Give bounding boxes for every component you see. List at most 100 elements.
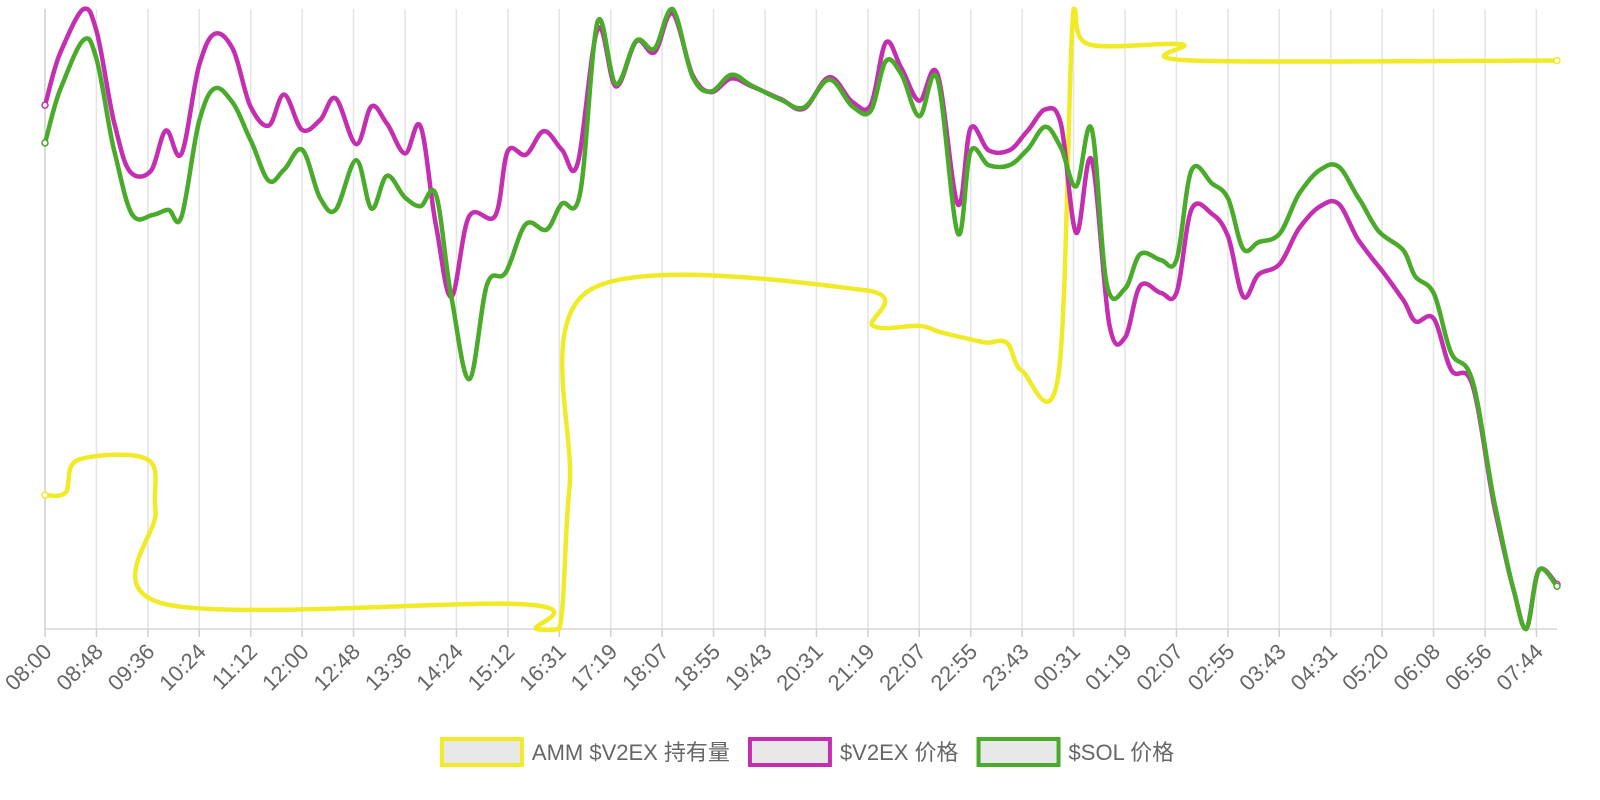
data-point (1058, 121, 1063, 126)
data-point (1210, 181, 1215, 186)
data-point (1431, 316, 1436, 321)
data-point (1537, 568, 1541, 573)
data-point (81, 38, 86, 42)
data-point (58, 86, 63, 91)
series-3 (41, 6, 1561, 632)
series-2 (41, 6, 1561, 632)
legend-label: $V2EX 价格 (840, 740, 959, 765)
data-point (385, 173, 389, 178)
data-point (937, 330, 942, 335)
data-point (691, 75, 695, 80)
data-point (1025, 129, 1030, 134)
data-point (369, 206, 374, 211)
data-point (163, 128, 168, 133)
data-point (1241, 246, 1246, 251)
data-point (354, 142, 359, 147)
data-point (801, 105, 806, 110)
data-point (433, 222, 438, 227)
legend-label: AMM $V2EX 持有量 (532, 740, 730, 765)
data-point (1400, 297, 1405, 302)
data-point (1025, 147, 1030, 152)
data-point (670, 7, 675, 11)
data-point (1297, 225, 1302, 230)
data-point (418, 204, 423, 209)
data-point (1493, 504, 1498, 509)
legend-item[interactable]: $SOL 价格 (976, 737, 1175, 767)
grid (44, 9, 1538, 629)
data-point (1123, 286, 1127, 291)
data-point (41, 139, 49, 147)
data-point (634, 38, 639, 43)
data-point (63, 490, 68, 495)
data-point (652, 46, 657, 51)
x-tick-label: 15:12 (463, 639, 520, 696)
data-point (595, 18, 600, 23)
data-point (333, 96, 338, 101)
data-point (166, 207, 171, 212)
data-point (883, 40, 888, 45)
x-tick-label: 00:31 (1028, 639, 1085, 696)
data-point (1020, 369, 1025, 374)
data-point (266, 178, 271, 183)
data-point (266, 123, 271, 128)
data-point (282, 167, 287, 172)
data-point (333, 207, 338, 212)
data-point (403, 151, 407, 156)
data-point (418, 124, 423, 129)
legend-item[interactable]: $V2EX 价格 (747, 737, 959, 767)
series-1 (41, 6, 1561, 632)
data-point (1524, 627, 1529, 631)
data-point (248, 104, 253, 109)
data-point (523, 222, 528, 227)
data-point (1043, 124, 1048, 129)
data-point (523, 152, 528, 157)
data-point (1553, 582, 1561, 590)
data-point (145, 457, 150, 462)
data-point (1179, 42, 1184, 47)
data-point (41, 101, 49, 109)
data-point (433, 192, 438, 197)
data-point (1189, 58, 1194, 63)
data-point (503, 271, 508, 276)
x-tick-label: 18:55 (668, 639, 725, 696)
data-point (1159, 290, 1163, 295)
data-point (1297, 190, 1302, 195)
x-tick-label: 16:31 (514, 639, 571, 696)
data-point (467, 214, 472, 219)
data-point (1189, 206, 1194, 211)
x-tick-label: 17:19 (566, 639, 623, 696)
series-lines (41, 6, 1561, 632)
data-point (112, 149, 117, 154)
x-tick-label: 06:08 (1388, 639, 1445, 696)
data-point (868, 109, 873, 114)
data-point (58, 50, 63, 55)
legend-item[interactable]: AMM $V2EX 持有量 (439, 737, 730, 767)
data-point (354, 158, 359, 163)
data-point (300, 147, 305, 152)
data-point (179, 152, 184, 157)
data-point (963, 336, 968, 341)
data-point (94, 28, 99, 33)
data-point (318, 117, 323, 122)
data-point (148, 169, 153, 174)
data-point (1004, 340, 1009, 345)
x-tick-label: 13:36 (360, 639, 417, 696)
x-tick-label: 08:00 (0, 639, 57, 696)
data-point (1107, 323, 1112, 328)
data-point (557, 627, 562, 631)
data-point (1074, 184, 1079, 189)
data-point (1087, 42, 1091, 47)
data-point (871, 323, 875, 328)
legend-swatch (747, 737, 832, 767)
data-point (729, 72, 734, 77)
data-point (197, 118, 202, 123)
x-tick-label: 14:24 (411, 639, 468, 696)
data-point (505, 148, 510, 153)
data-point (729, 76, 734, 81)
data-point (778, 97, 783, 102)
data-point (541, 129, 546, 134)
data-point (709, 89, 713, 94)
data-point (449, 294, 454, 299)
data-point (163, 602, 168, 607)
